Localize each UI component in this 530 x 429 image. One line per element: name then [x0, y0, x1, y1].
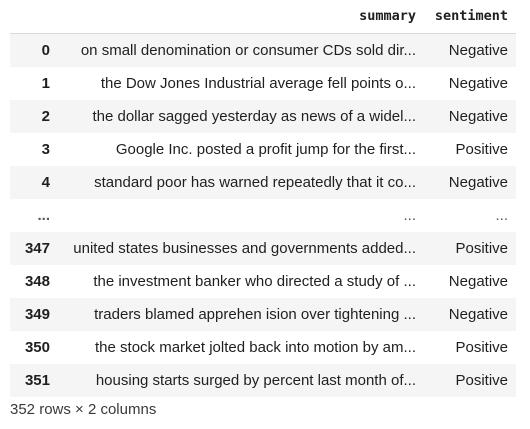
summary-cell: Google Inc. posted a profit jump for the… [115, 141, 416, 158]
sentiment-cell: Positive [455, 372, 508, 389]
summary-cell: the Dow Jones Industrial average fell po… [100, 75, 416, 92]
row-index: 349 [24, 306, 50, 323]
sentiment-cell: Positive [455, 339, 508, 356]
header-row: summary sentiment [10, 0, 516, 34]
row-index: 0 [41, 42, 50, 59]
sentiment-cell: Positive [455, 141, 508, 158]
summary-cell: the stock market jolted back into motion… [95, 339, 416, 356]
sentiment-cell: Negative [448, 108, 508, 125]
table-row: 349 traders blamed apprehen ision over t… [10, 298, 516, 331]
summary-cell: traders blamed apprehen ision over tight… [94, 306, 416, 323]
table-row: 351 housing starts surged by percent las… [10, 364, 516, 397]
dataframe-shape-text: 352 rows × 2 columns [10, 401, 157, 418]
summary-cell: ... [403, 207, 416, 224]
summary-column-header: summary [58, 0, 424, 34]
table-row: 3 Google Inc. posted a profit jump for t… [10, 133, 516, 166]
table-row: 4 standard poor has warned repeatedly th… [10, 166, 516, 199]
summary-cell: housing starts surged by percent last mo… [95, 372, 416, 389]
ellipsis-row: ... ... ... [10, 199, 516, 232]
table-row: 1 the Dow Jones Industrial average fell … [10, 67, 516, 100]
sentiment-cell: Negative [448, 273, 508, 290]
table-row: 347 united states businesses and governm… [10, 232, 516, 265]
summary-cell: the dollar sagged yesterday as news of a… [92, 108, 416, 125]
dataframe-table: summary sentiment 0 on small denominatio… [10, 0, 516, 397]
summary-cell: standard poor has warned repeatedly that… [94, 174, 416, 191]
summary-cell: united states businesses and governments… [73, 240, 416, 257]
row-index: 3 [41, 141, 50, 158]
sentiment-cell: Negative [448, 75, 508, 92]
row-index: 1 [41, 75, 50, 92]
table-row: 2 the dollar sagged yesterday as news of… [10, 100, 516, 133]
row-index: 2 [41, 108, 50, 125]
row-index: ... [37, 207, 50, 224]
index-column-header [10, 0, 58, 34]
row-index: 347 [24, 240, 50, 257]
row-index: 351 [24, 372, 50, 389]
table-row: 348 the investment banker who directed a… [10, 265, 516, 298]
table-row: 0 on small denomination or consumer CDs … [10, 33, 516, 67]
row-index: 348 [24, 273, 50, 290]
summary-cell: on small denomination or consumer CDs so… [80, 42, 416, 59]
summary-cell: the investment banker who directed a stu… [93, 273, 416, 290]
sentiment-cell: Negative [448, 42, 508, 59]
dataframe-output: summary sentiment 0 on small denominatio… [10, 0, 516, 397]
row-index: 4 [41, 174, 50, 191]
sentiment-cell: Negative [448, 174, 508, 191]
row-index: 350 [24, 339, 50, 356]
sentiment-column-header: sentiment [424, 0, 516, 34]
sentiment-cell: Positive [455, 240, 508, 257]
sentiment-cell: Negative [448, 306, 508, 323]
table-row: 350 the stock market jolted back into mo… [10, 331, 516, 364]
sentiment-cell: ... [495, 207, 508, 224]
